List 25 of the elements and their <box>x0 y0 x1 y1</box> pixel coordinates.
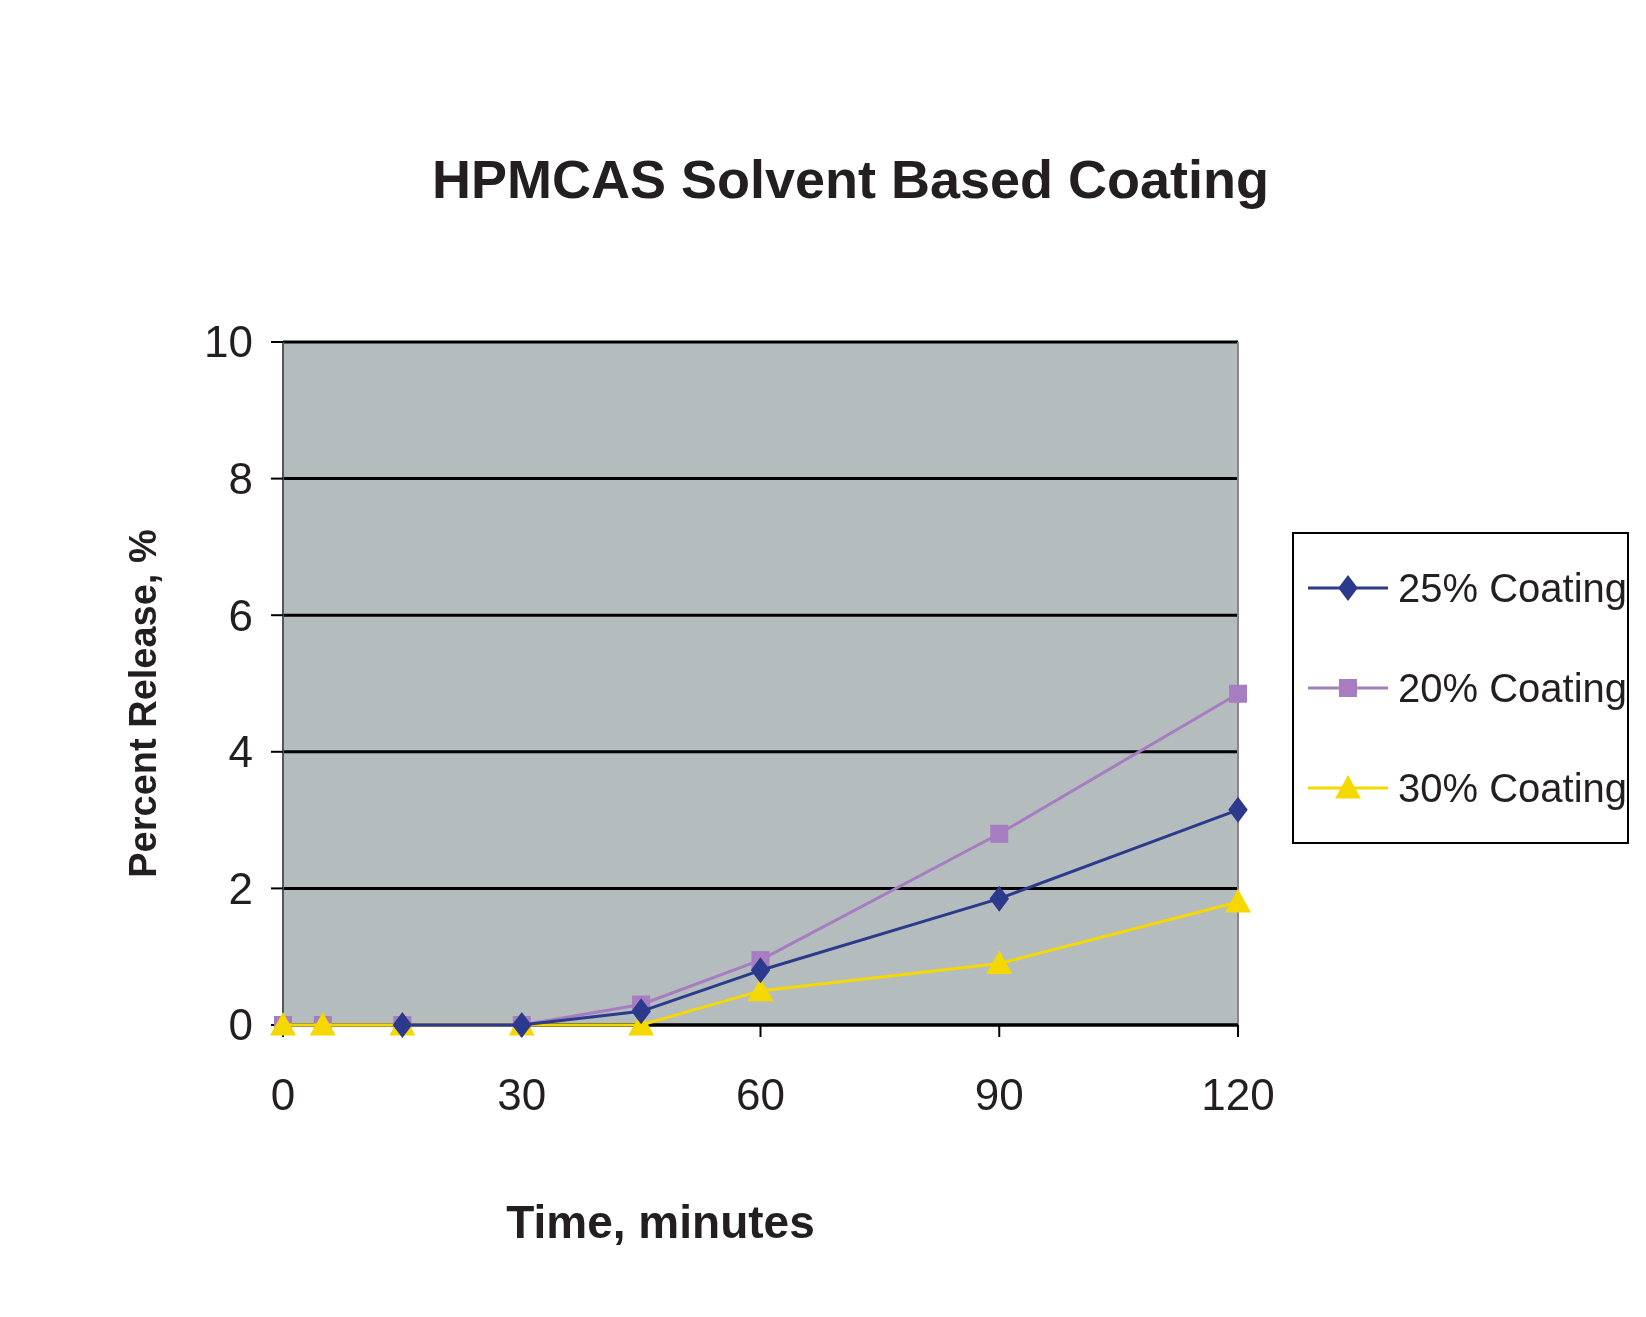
point <box>1229 684 1247 703</box>
x-tick-label: 30 <box>497 1070 547 1119</box>
x-tick-label: 60 <box>736 1070 785 1119</box>
chart-title: HPMCAS Solvent Based Coating <box>431 149 1270 209</box>
point <box>990 824 1009 843</box>
point <box>989 885 1009 912</box>
point <box>631 998 651 1025</box>
legend-label: 20% Coating <box>1398 666 1628 710</box>
point <box>1228 796 1248 823</box>
x-axis-title: Time, minutes <box>506 1196 815 1248</box>
point <box>1225 889 1251 913</box>
x-tick-label: 90 <box>974 1070 1024 1119</box>
y-tick-label: 0 <box>228 1000 253 1050</box>
y-tick-label: 2 <box>228 863 253 913</box>
y-tick-label: 10 <box>204 317 253 367</box>
y-tick-label: 8 <box>228 454 253 503</box>
legend-label: 30% Coating <box>1398 766 1628 810</box>
point <box>750 957 771 984</box>
y-tick-label: 6 <box>228 590 253 640</box>
point <box>986 950 1013 974</box>
legend-label: 25% Coating <box>1398 566 1628 610</box>
y-tick-label: 4 <box>228 727 253 777</box>
x-tick-label: 0 <box>270 1070 296 1119</box>
x-tick-label: 120 <box>1201 1070 1275 1119</box>
y-axis-title: Percent Release, % <box>122 529 164 878</box>
